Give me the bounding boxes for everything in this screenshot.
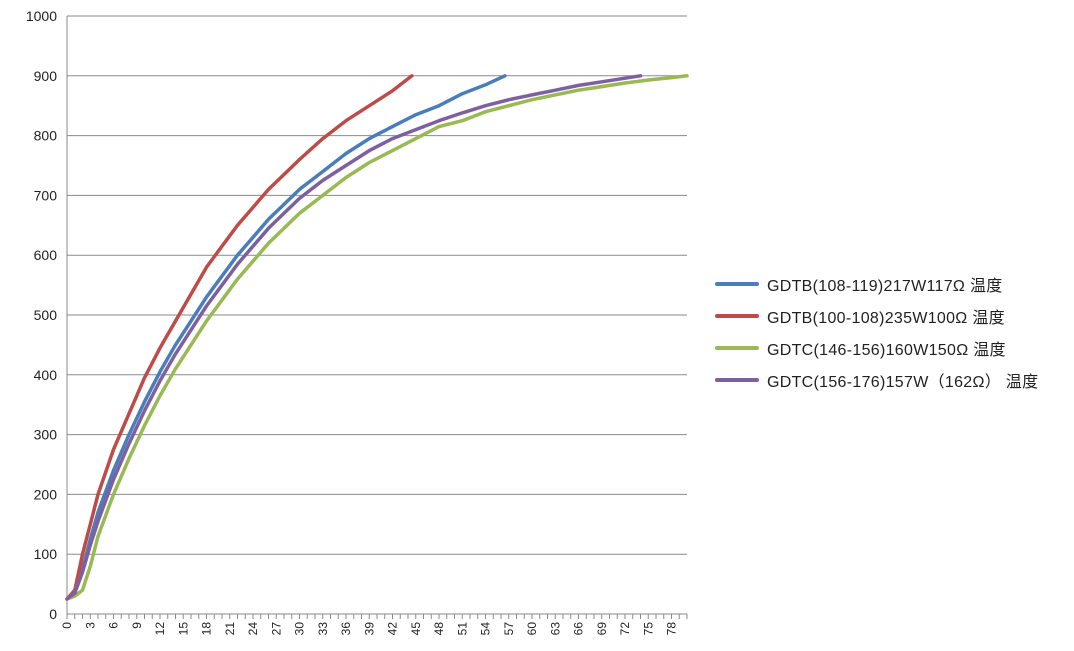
x-tick-label: 3	[83, 622, 97, 629]
x-tick-label: 9	[130, 622, 144, 629]
legend-swatch	[715, 346, 759, 350]
x-tick-label: 12	[153, 622, 167, 636]
x-tick-label: 39	[362, 622, 376, 636]
x-tick-label: 6	[107, 622, 121, 629]
x-tick-label: 63	[548, 622, 562, 636]
y-tick-label: 600	[34, 247, 58, 263]
y-tick-label: 200	[34, 486, 58, 502]
series-line	[65, 74, 507, 601]
gridlines	[67, 15, 687, 555]
x-tick-label: 51	[455, 622, 469, 636]
series-line	[65, 74, 689, 601]
x-tick-label: 72	[618, 622, 632, 636]
x-tick-label: 48	[432, 622, 446, 636]
legend-item: GDTB(108-119)217W117Ω 温度	[715, 268, 1038, 300]
legend-label: GDTB(108-119)217W117Ω 温度	[767, 278, 1003, 295]
x-tick-label: 33	[316, 622, 330, 636]
x-tick-label: 21	[223, 622, 237, 636]
x-tick-label: 57	[502, 622, 516, 636]
y-tick-label: 900	[34, 68, 58, 84]
legend: GDTB(108-119)217W117Ω 温度 GDTB(100-108)23…	[715, 268, 1038, 396]
x-tick-label: 27	[269, 622, 283, 636]
series-line	[65, 74, 414, 601]
legend-item: GDTC(146-156)160W150Ω 温度	[715, 332, 1038, 364]
y-tick-label: 300	[34, 427, 58, 443]
x-tick-label: 54	[479, 622, 493, 636]
y-tick-label: 0	[49, 606, 57, 622]
legend-swatch	[715, 314, 759, 318]
x-tick-label: 15	[176, 622, 190, 636]
x-tick-label: 30	[293, 622, 307, 636]
legend-swatch	[715, 282, 759, 286]
legend-item: GDTB(100-108)235W100Ω 温度	[715, 300, 1038, 332]
y-tick-label: 400	[34, 367, 58, 383]
x-tick-label: 24	[246, 622, 260, 636]
legend-label: GDTC(156-176)157W（162Ω） 温度	[767, 374, 1039, 391]
x-tick-label: 42	[386, 622, 400, 636]
x-tick-label: 69	[595, 622, 609, 636]
x-tick-label: 78	[665, 622, 679, 636]
x-tick-label: 60	[525, 622, 539, 636]
x-tick-label: 18	[200, 622, 214, 636]
y-tick-label: 500	[34, 307, 58, 323]
x-tick-label: 75	[641, 622, 655, 636]
y-tick-label: 800	[34, 128, 58, 144]
y-tick-label: 100	[34, 546, 58, 562]
legend-label: GDTB(100-108)235W100Ω 温度	[767, 310, 1005, 327]
x-tick-label: 0	[60, 622, 74, 629]
legend-swatch	[715, 378, 759, 382]
y-tick-label: 1000	[26, 8, 57, 24]
y-tick-label: 700	[34, 187, 58, 203]
legend-label: GDTC(146-156)160W150Ω 温度	[767, 342, 1006, 359]
x-tick-label: 36	[339, 622, 353, 636]
x-tick-label: 45	[409, 622, 423, 636]
series-line	[65, 74, 643, 601]
legend-item: GDTC(156-176)157W（162Ω） 温度	[715, 364, 1038, 396]
series-lines	[65, 74, 689, 601]
x-tick-label: 66	[572, 622, 586, 636]
